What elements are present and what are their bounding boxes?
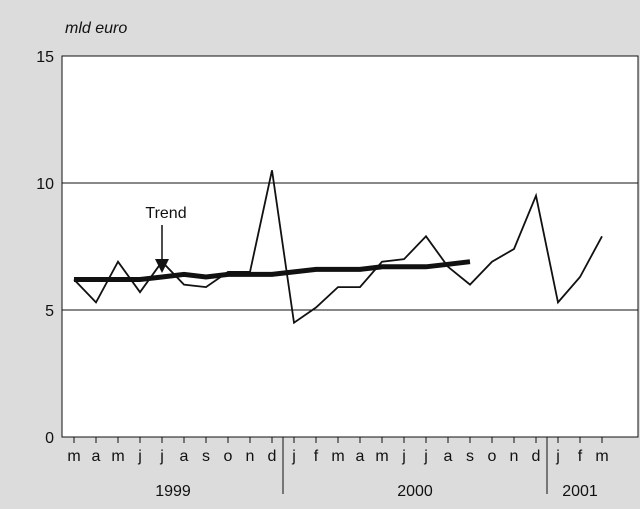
gridlines	[62, 182, 638, 311]
y-axis: 0 5 10 15	[36, 49, 54, 447]
x-tick-label: n	[246, 448, 255, 465]
trend-line	[74, 259, 471, 282]
trend-annotation: Trend	[145, 205, 187, 273]
y-tick-label: 5	[45, 303, 54, 320]
x-tick-label: j	[423, 448, 428, 465]
x-tick-label: n	[510, 448, 519, 465]
x-tick-label: m	[375, 448, 388, 465]
x-tick-label: d	[268, 448, 277, 465]
x-tick-label: a	[180, 448, 189, 465]
x-tick-label: j	[555, 448, 560, 465]
annotation-arrow-head	[155, 258, 169, 273]
annotation-label: Trend	[145, 205, 186, 222]
x-tick-label: j	[401, 448, 406, 465]
x-tick-label: d	[532, 448, 541, 465]
x-tick-label: a	[92, 448, 101, 465]
year-label: 2001	[562, 483, 598, 500]
year-label: 1999	[155, 483, 191, 500]
x-tick-label: j	[291, 448, 296, 465]
x-tick-label: m	[331, 448, 344, 465]
x-tick-label: m	[111, 448, 124, 465]
x-tick-label: f	[578, 448, 583, 465]
x-tick-label: m	[595, 448, 608, 465]
x-tick-label: a	[444, 448, 453, 465]
x-tick-label: o	[488, 448, 497, 465]
year-labels: 1999 2000 2001	[155, 437, 598, 500]
y-tick-label: 15	[36, 49, 54, 66]
x-tick-label: j	[159, 448, 164, 465]
plot-area	[61, 55, 639, 438]
x-tick-label: m	[67, 448, 80, 465]
x-tick-label: o	[224, 448, 233, 465]
x-tick-label: s	[202, 448, 210, 465]
y-tick-label: 10	[36, 176, 54, 193]
x-tick-label: s	[466, 448, 474, 465]
x-tick-label: f	[314, 448, 319, 465]
x-tick-label: j	[137, 448, 142, 465]
year-label: 2000	[397, 483, 433, 500]
y-tick-label: 0	[45, 430, 54, 447]
x-tick-label: a	[356, 448, 365, 465]
unit-label: mld euro	[65, 20, 127, 37]
